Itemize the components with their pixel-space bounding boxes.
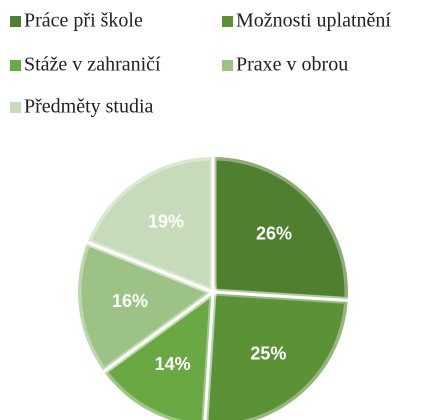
pie-slice [98, 284, 217, 420]
legend-label: Stáže v zahraničí [24, 54, 161, 76]
slice-separator [102, 290, 214, 373]
data-label: 25% [250, 344, 286, 364]
legend-label: Předměty studia [24, 96, 154, 118]
pie-slice [209, 153, 352, 305]
legend-label: Praxe v obrou [236, 54, 348, 76]
legend-label: Možnosti uplatnění [236, 10, 391, 32]
legend-swatch [10, 16, 21, 27]
legend-label: Práce při škole [24, 10, 143, 32]
pie-slice [82, 153, 217, 298]
legend-swatch [10, 60, 21, 71]
legend-swatch [222, 60, 233, 71]
slice-separator [212, 290, 348, 302]
data-label: 26% [256, 223, 292, 243]
data-label: 14% [155, 354, 191, 374]
legend-swatch [10, 102, 21, 113]
legend-swatch [222, 16, 233, 27]
data-label: 16% [112, 291, 148, 311]
pie-slice [74, 237, 221, 377]
pie-slice [201, 288, 352, 420]
slice-separator [86, 240, 214, 294]
data-label: 19% [148, 212, 184, 232]
slice-separator [203, 291, 215, 420]
